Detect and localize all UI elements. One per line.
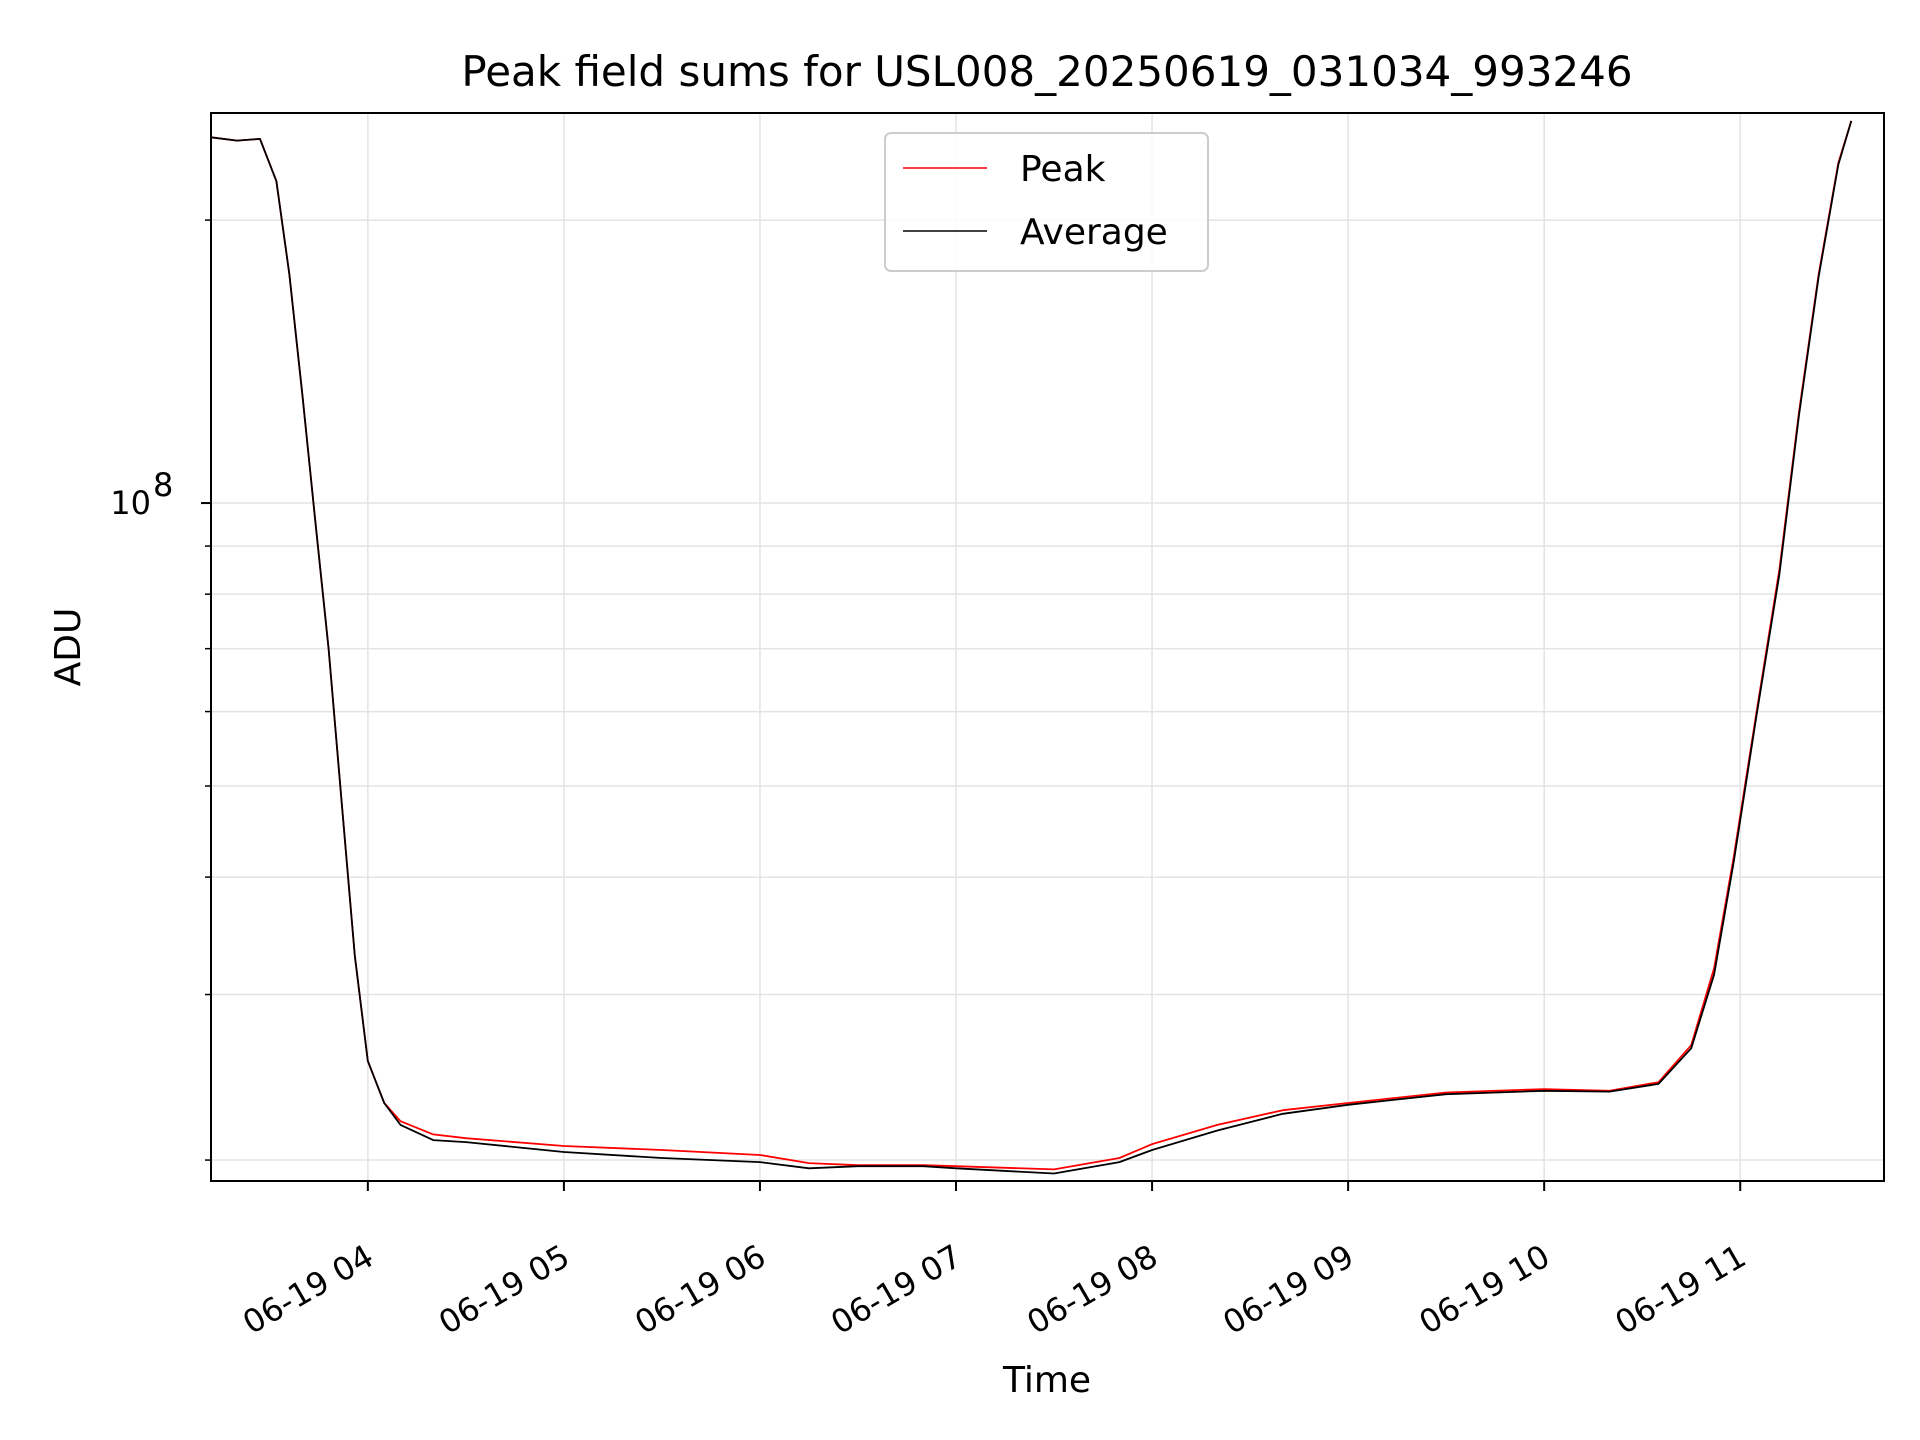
- x-axis-label: Time: [1002, 1360, 1091, 1401]
- legend-label-peak: Peak: [1020, 149, 1106, 190]
- y-tick-label: 10: [110, 484, 151, 522]
- series-layer: [210, 120, 1853, 1175]
- plot-frame: [210, 112, 1885, 1182]
- grid: [211, 113, 1884, 1181]
- y-tick-exponent: 8: [153, 466, 173, 504]
- legend: Peak Average: [884, 132, 1209, 272]
- y-axis-label: ADU: [48, 608, 89, 687]
- legend-label-average: Average: [1020, 212, 1168, 253]
- chart-title: Peak field sums for USL008_20250619_0310…: [461, 47, 1632, 96]
- y-axis: 10 8: [110, 219, 211, 1161]
- series-line-average: [210, 120, 1853, 1175]
